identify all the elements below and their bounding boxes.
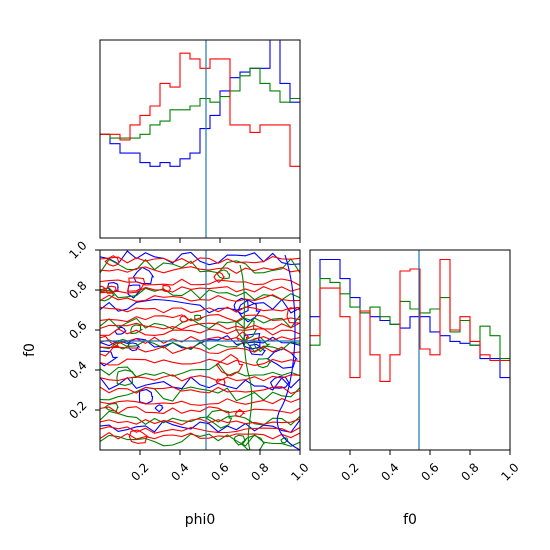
contour-line bbox=[100, 386, 300, 402]
x-tick-label: 0.2 bbox=[338, 460, 361, 483]
contour-line bbox=[100, 256, 300, 265]
contour-loop bbox=[237, 299, 261, 323]
contour-loop bbox=[104, 255, 121, 267]
contour-line bbox=[100, 397, 300, 406]
contour-loop bbox=[215, 353, 244, 377]
x-tick-label: 0.6 bbox=[208, 460, 231, 483]
contour-loop bbox=[132, 266, 155, 285]
hist-series-1 bbox=[100, 67, 300, 139]
y-axis-label-f0: f0 bbox=[22, 343, 38, 357]
x-ticks: 0.2 0.4 0.6 0.8 1.0 bbox=[338, 450, 522, 484]
contour-loop bbox=[256, 357, 272, 369]
x-tick-label: 0.4 bbox=[378, 460, 401, 483]
x-tick-label: 0.8 bbox=[248, 460, 271, 483]
x-tick-label: 0.4 bbox=[168, 460, 191, 483]
contour-line bbox=[100, 322, 300, 330]
contour-loop bbox=[179, 315, 190, 323]
contour-line bbox=[100, 418, 300, 426]
panel-hist-phi0 bbox=[99, 39, 301, 243]
x-axis-label-phi0: phi0 bbox=[185, 512, 216, 528]
y-tick-label: 0.2 bbox=[66, 398, 89, 421]
contour-loop bbox=[213, 271, 226, 284]
contour-line bbox=[100, 328, 300, 336]
contour-loop bbox=[233, 297, 249, 315]
contour-line bbox=[100, 432, 300, 440]
contour-line bbox=[100, 406, 300, 414]
contour-line bbox=[100, 358, 300, 366]
contour-loop bbox=[286, 306, 300, 324]
panel-frame bbox=[309, 249, 511, 451]
hist-f0-series bbox=[310, 258, 510, 382]
x-ticks bbox=[139, 238, 301, 243]
x-axis-label-f0: f0 bbox=[403, 512, 417, 528]
contour-loop bbox=[154, 404, 164, 413]
hist-series-2 bbox=[100, 52, 300, 167]
hist-series-0 bbox=[100, 39, 300, 167]
contour-line bbox=[100, 294, 300, 302]
contour-line bbox=[100, 287, 300, 301]
contour-loop bbox=[128, 429, 150, 444]
panel-frame bbox=[99, 39, 301, 239]
panel-contour-phi0-f0: 0.2 0.4 0.6 0.8 1.0 0.2 0.4 0.6 0.8 1.0 phi0 f0 bbox=[22, 238, 312, 528]
contour-series bbox=[100, 250, 300, 450]
contour-loop bbox=[126, 277, 146, 292]
contour-line bbox=[100, 298, 300, 314]
x-tick-label: 0.8 bbox=[458, 460, 481, 483]
contour-line bbox=[100, 410, 300, 426]
contour-loop bbox=[105, 285, 118, 294]
y-tick-label: 0.8 bbox=[66, 278, 89, 301]
hist-series-0 bbox=[310, 258, 510, 379]
contour-line bbox=[100, 345, 300, 355]
contour-line bbox=[100, 315, 300, 330]
x-tick-label: 0.6 bbox=[418, 460, 441, 483]
x-ticks: 0.2 0.4 0.6 0.8 1.0 bbox=[128, 450, 312, 484]
y-tick-label: 1.0 bbox=[66, 238, 89, 261]
contour-loop bbox=[235, 408, 246, 418]
y-tick-label: 0.4 bbox=[66, 358, 89, 381]
contour-line bbox=[100, 250, 300, 266]
contour-loop bbox=[240, 434, 265, 450]
contour-loop bbox=[215, 378, 226, 386]
contour-loop bbox=[205, 409, 233, 429]
contour-loop bbox=[253, 336, 271, 353]
hist-series-1 bbox=[310, 278, 510, 360]
hist-phi0-series bbox=[100, 39, 300, 167]
contour-loop bbox=[100, 285, 107, 293]
panel-hist-f0: 0.2 0.4 0.6 0.8 1.0 f0 bbox=[309, 249, 522, 528]
contour-loop bbox=[280, 437, 289, 444]
contour-line bbox=[239, 264, 253, 450]
contour-line bbox=[100, 426, 300, 434]
hist-series-2 bbox=[310, 258, 510, 382]
contour-loop bbox=[100, 335, 120, 357]
contour-line bbox=[100, 278, 300, 286]
contour-line bbox=[100, 419, 300, 433]
contour-loop bbox=[249, 343, 267, 356]
contour-line bbox=[100, 306, 300, 314]
contour-line bbox=[100, 376, 300, 391]
contour-line bbox=[100, 433, 300, 447]
contour-line bbox=[100, 266, 300, 275]
panel-frame bbox=[99, 249, 301, 451]
contour-loop bbox=[233, 434, 247, 446]
contour-line bbox=[100, 374, 300, 382]
contour-line bbox=[100, 363, 300, 378]
contour-line bbox=[276, 254, 300, 450]
contour-loop bbox=[162, 284, 172, 293]
y-tick-label: 0.6 bbox=[66, 318, 89, 341]
contour-line bbox=[100, 386, 300, 395]
x-tick-label: 0.2 bbox=[128, 460, 151, 483]
contour-line bbox=[100, 314, 300, 323]
y-ticks: 0.2 0.4 0.6 0.8 1.0 bbox=[66, 238, 100, 422]
x-tick-label: 1.0 bbox=[288, 460, 311, 483]
contour-line bbox=[100, 285, 300, 294]
contour-loop bbox=[194, 314, 204, 321]
contour-loop bbox=[138, 388, 154, 405]
contour-loop bbox=[130, 324, 144, 335]
contour-loop bbox=[116, 369, 138, 386]
x-tick-label: 1.0 bbox=[498, 460, 521, 483]
